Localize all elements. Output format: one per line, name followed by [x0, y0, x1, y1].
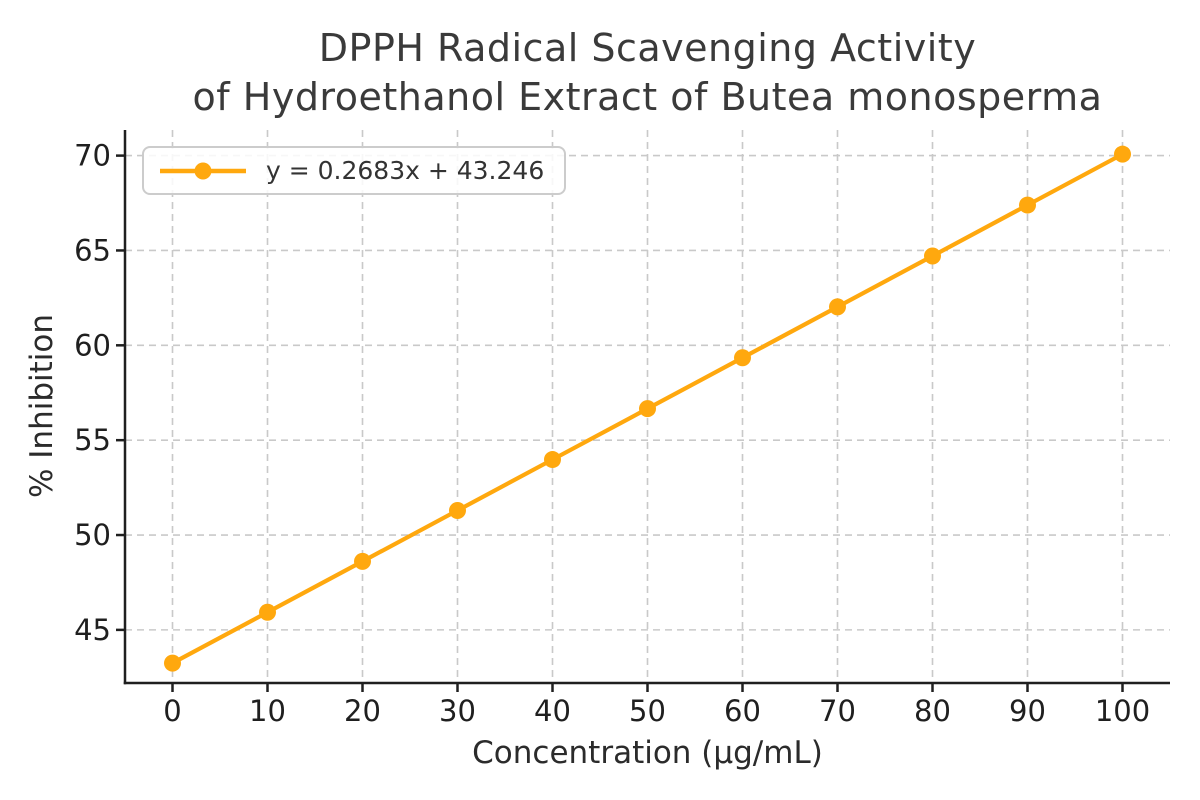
data-point-marker	[1114, 145, 1131, 163]
y-tick-label: 65	[74, 233, 111, 267]
x-tick-label: 100	[1095, 694, 1150, 728]
chart-title-line1: DPPH Radical Scavenging Activity	[318, 26, 977, 70]
data-point-marker	[449, 501, 466, 519]
legend-point-sample	[194, 162, 212, 179]
data-point-marker	[259, 603, 276, 621]
data-point-marker	[544, 451, 561, 469]
data-point-marker	[734, 349, 751, 367]
x-tick-label: 60	[724, 694, 761, 728]
x-tick-label: 20	[344, 694, 381, 728]
x-tick-label: 70	[819, 694, 856, 728]
data-point-marker	[354, 552, 371, 570]
x-tick-label: 10	[249, 694, 286, 728]
y-tick-label: 50	[74, 518, 111, 552]
y-tick-label: 55	[74, 423, 111, 457]
data-point-marker	[639, 400, 656, 418]
data-point-marker	[1019, 196, 1036, 214]
chart-title: DPPH Radical Scavenging Activity of Hydr…	[125, 24, 1170, 121]
legend-label: y = 0.2683x + 43.246	[266, 156, 545, 185]
data-point-marker	[829, 298, 846, 316]
x-tick-label: 50	[629, 694, 666, 728]
x-axis-label: Concentration (µg/mL)	[472, 735, 823, 771]
x-tick-label: 0	[163, 694, 181, 728]
x-tick-label: 40	[534, 694, 571, 728]
data-point-marker	[924, 247, 941, 265]
y-tick-label: 45	[74, 613, 111, 647]
chart-title-line2: of Hydroethanol Extract of Butea monospe…	[192, 74, 1103, 119]
x-tick-label: 80	[914, 694, 951, 728]
data-point-marker	[164, 654, 181, 672]
legend-marker-icon	[160, 162, 246, 179]
x-tick-label: 30	[439, 694, 476, 728]
y-tick-label: 60	[74, 328, 111, 362]
x-tick-label: 90	[1009, 694, 1046, 728]
y-tick-label: 70	[74, 139, 111, 173]
legend-box: y = 0.2683x + 43.246	[142, 146, 567, 195]
y-axis-label: % Inhibition	[24, 313, 60, 499]
